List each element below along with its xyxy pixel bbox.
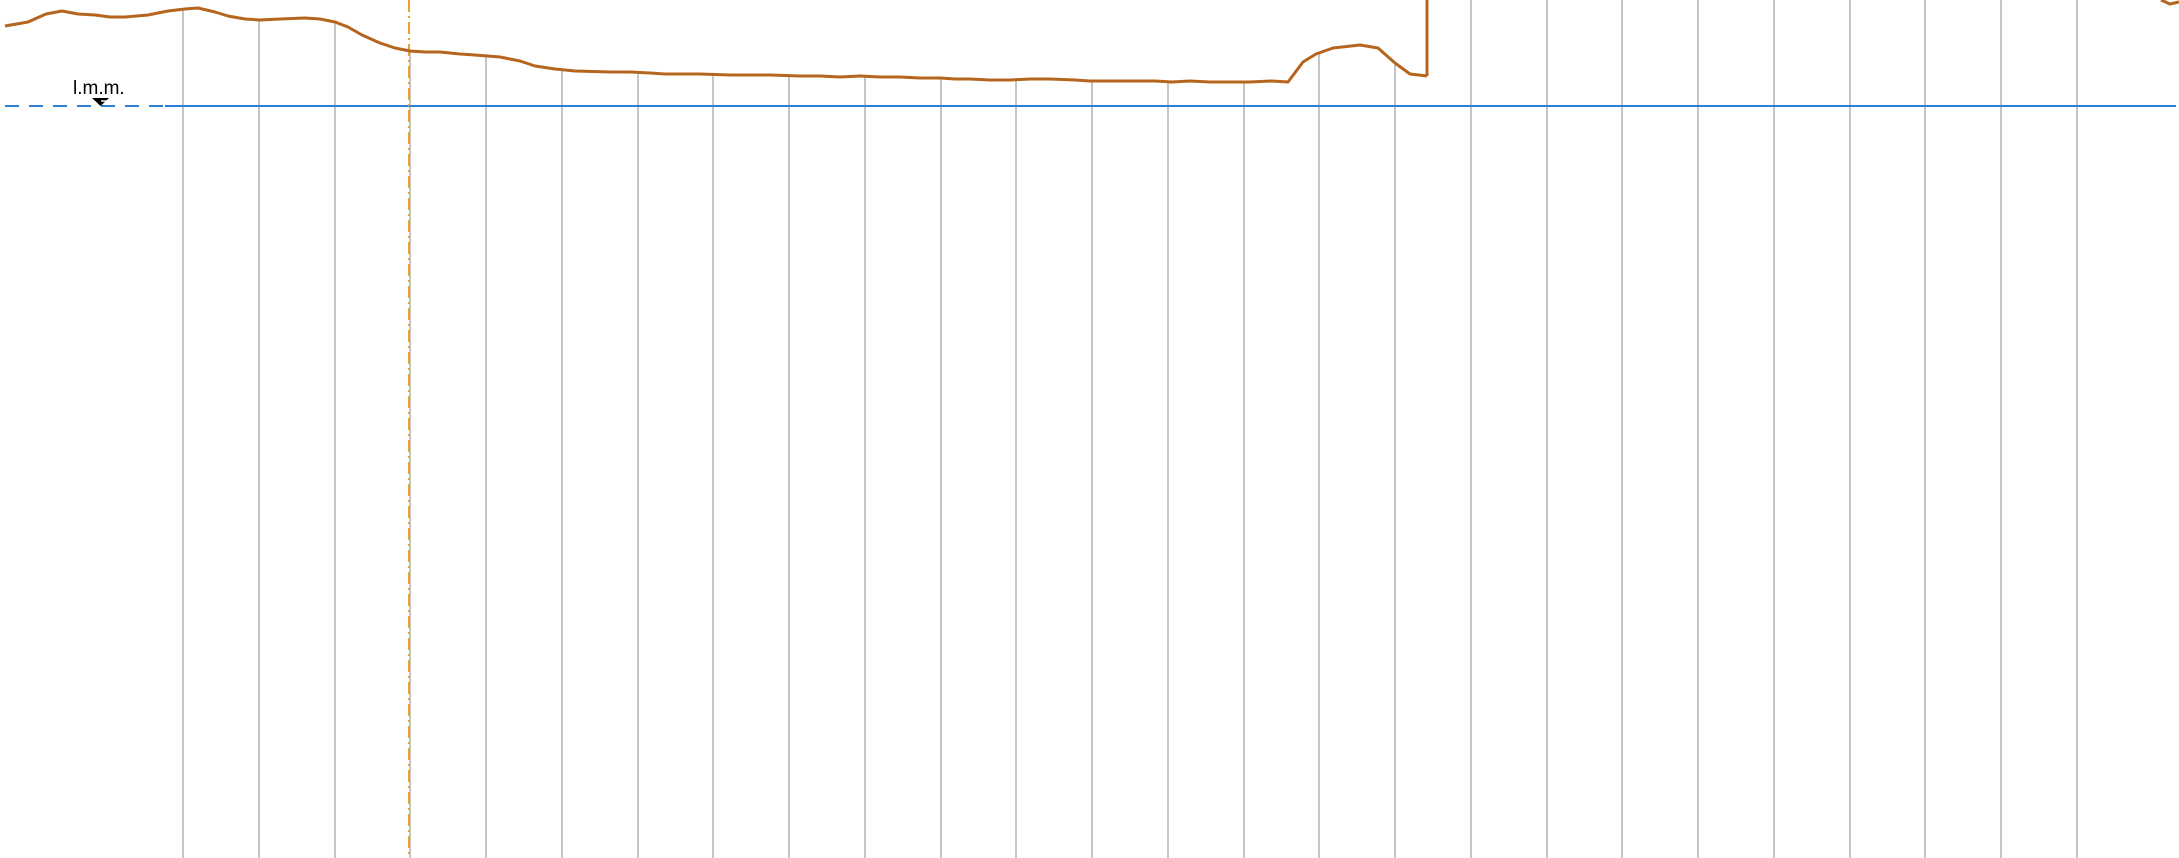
sea-level-marker-icon [92,98,109,106]
sea-level-label: l.m.m. [73,78,125,99]
vertical-grid-lines [182,0,2078,858]
terrain-profile-line [4,6,1428,84]
terrain-profile-edge-fragment [2160,0,2179,6]
